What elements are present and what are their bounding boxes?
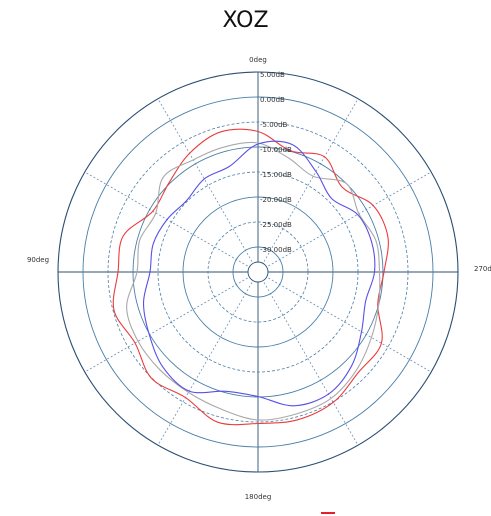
angle-label: 180deg bbox=[245, 493, 272, 501]
angle-label: 270deg bbox=[474, 265, 491, 273]
polar-grid bbox=[57, 71, 459, 473]
angle-gridline bbox=[157, 278, 255, 446]
angle-label: 0deg bbox=[249, 56, 267, 64]
ring-solid bbox=[182, 196, 334, 348]
series-layer bbox=[112, 128, 389, 426]
angle-gridline bbox=[157, 98, 255, 266]
angle-gridline bbox=[84, 275, 252, 373]
angle-gridline bbox=[264, 275, 432, 373]
radial-tick-label: -15.00dB bbox=[260, 171, 292, 179]
center-hole bbox=[247, 261, 269, 283]
angle-gridline bbox=[261, 278, 359, 446]
radial-tick-label: 5.00dB bbox=[260, 71, 285, 79]
radial-tick-label: -20.00dB bbox=[260, 196, 292, 204]
radial-tick-label: 0.00dB bbox=[260, 96, 285, 104]
series-line-1 bbox=[112, 128, 389, 426]
radial-tick-label: -30.00dB bbox=[260, 246, 292, 254]
ring-dashed bbox=[107, 121, 409, 423]
series-line-3 bbox=[142, 140, 376, 407]
radial-tick-label: -25.00dB bbox=[260, 221, 292, 229]
ring-dashed bbox=[207, 221, 309, 323]
radial-tick-label: -10.00dB bbox=[260, 146, 292, 154]
angle-gridline bbox=[261, 98, 359, 266]
ring-solid bbox=[82, 96, 434, 448]
legend-swatch bbox=[321, 512, 335, 514]
radial-tick-label: -5.00dB bbox=[260, 121, 288, 129]
series-line-2 bbox=[126, 141, 381, 421]
label-layer: 5.00dB 0.00dB -5.00dB -10.00dB -15.00dB -20.0… bbox=[27, 56, 491, 501]
ring-solid bbox=[232, 246, 284, 298]
chart-title: XOZ bbox=[222, 8, 269, 33]
angle-label: 90deg bbox=[27, 256, 49, 264]
angle-gridline bbox=[84, 171, 252, 269]
angle-gridline bbox=[264, 171, 432, 269]
ring-dashed bbox=[157, 171, 359, 373]
